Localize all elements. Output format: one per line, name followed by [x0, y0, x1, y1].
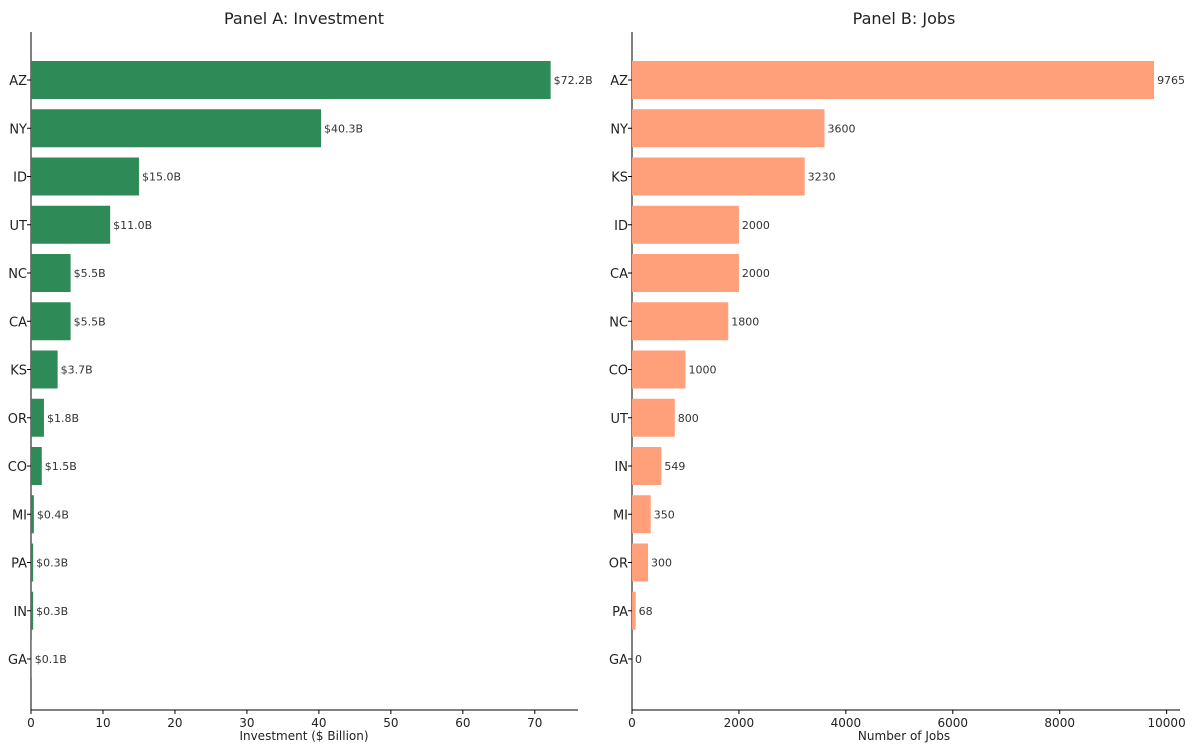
x-tick-label: 20 [167, 716, 182, 730]
data-label: $0.3B [36, 557, 68, 570]
x-tick-label: 2000 [724, 716, 755, 730]
y-tick-label: ID [13, 171, 27, 186]
y-tick-label: NC [8, 267, 27, 282]
y-tick-label: PA [11, 557, 27, 572]
data-label: $5.5B [74, 315, 106, 328]
panel-title: Panel A: Investment [224, 9, 384, 28]
data-label: $3.7B [61, 364, 93, 377]
y-tick-label: MI [12, 508, 27, 523]
data-label: $15.0B [142, 171, 181, 184]
bar-mi [632, 495, 651, 534]
x-axis-label: Investment ($ Billion) [239, 729, 368, 743]
data-label: 300 [651, 557, 672, 570]
y-tick-label: NC [609, 315, 628, 330]
bar-ut [632, 398, 675, 437]
x-tick-label: 4000 [831, 716, 862, 730]
data-label: 1000 [688, 364, 716, 377]
y-tick-label: AZ [610, 74, 628, 89]
y-tick-label: CO [8, 460, 27, 475]
x-tick-label: 6000 [938, 716, 969, 730]
data-label: $0.3B [36, 605, 68, 618]
data-label: 9765 [1157, 74, 1185, 87]
panel-investment: Panel A: Investment Investment ($ Billio… [8, 9, 593, 743]
x-tick-label: 30 [239, 716, 254, 730]
bar-ks [31, 350, 58, 389]
data-label: 2000 [742, 267, 770, 280]
y-tick-label: NY [9, 122, 27, 137]
x-tick-label: 10000 [1148, 716, 1186, 730]
bar-ca [31, 302, 71, 341]
y-tick-label: KS [611, 171, 628, 186]
x-axis-label: Number of Jobs [858, 729, 950, 743]
x-tick-label: 0 [628, 716, 636, 730]
panel-jobs: Panel B: Jobs Number of Jobs 0 2000 4000 60… [609, 9, 1186, 743]
y-tick-label: CA [610, 267, 628, 282]
y-tick-label: MI [613, 508, 628, 523]
data-label: 68 [639, 605, 653, 618]
data-label: 2000 [742, 219, 770, 232]
y-tick-label: OR [609, 557, 628, 572]
bar-in [31, 591, 34, 630]
bar-id [632, 205, 739, 244]
data-label: $0.4B [37, 508, 69, 521]
y-tick-label: NY [610, 122, 628, 137]
data-label: 3230 [808, 171, 836, 184]
bar-co [632, 350, 686, 389]
data-label: $72.2B [554, 74, 593, 87]
data-label: 3600 [827, 122, 855, 135]
data-label: 549 [664, 460, 685, 473]
y-tick-label: ID [614, 219, 628, 234]
bar-pa [632, 591, 636, 630]
x-tick-label: 0 [27, 716, 35, 730]
data-label: $1.5B [45, 460, 77, 473]
x-tick-label: 60 [455, 716, 470, 730]
panel-title: Panel B: Jobs [853, 9, 956, 28]
bar-ny [632, 109, 825, 148]
y-tick-label: GA [609, 653, 628, 668]
bar-co [31, 447, 42, 485]
bar-az [632, 61, 1155, 99]
data-label: $1.8B [47, 412, 79, 425]
bar-ut [31, 205, 111, 244]
x-tick-label: 10 [95, 716, 110, 730]
x-tick-label: 50 [383, 716, 398, 730]
bar-ks [632, 157, 805, 196]
bar-ny [31, 109, 322, 148]
bar-or [31, 398, 44, 437]
y-tick-label: KS [10, 364, 27, 379]
data-label: $40.3B [324, 122, 363, 135]
data-label: 1800 [731, 315, 759, 328]
bar-id [31, 157, 139, 196]
y-tick-label: AZ [9, 74, 27, 89]
y-tick-label: GA [8, 653, 27, 668]
x-tick-label: 8000 [1044, 716, 1075, 730]
y-tick-label: CO [609, 364, 628, 379]
y-tick-label: PA [612, 605, 628, 620]
data-label: $11.0B [113, 219, 152, 232]
y-tick-label: UT [611, 412, 629, 427]
bar-pa [31, 543, 34, 582]
data-label: 0 [635, 653, 642, 666]
bar-az [31, 61, 551, 99]
y-tick-label: OR [8, 412, 27, 427]
data-label: $0.1B [35, 653, 67, 666]
y-tick-label: IN [13, 605, 27, 620]
data-label: 800 [678, 412, 699, 425]
bar-ca [632, 254, 739, 292]
bar-in [632, 447, 662, 485]
bar-nc [632, 302, 729, 341]
y-tick-label: CA [9, 315, 27, 330]
x-tick-label: 40 [311, 716, 326, 730]
x-tick-label: 70 [527, 716, 542, 730]
bar-mi [31, 495, 34, 534]
bar-ga [31, 640, 32, 678]
bar-nc [31, 254, 71, 292]
data-label: $5.5B [74, 267, 106, 280]
y-tick-label: IN [614, 460, 628, 475]
bar-or [632, 543, 649, 582]
data-label: 350 [654, 508, 675, 521]
y-tick-label: UT [10, 219, 28, 234]
